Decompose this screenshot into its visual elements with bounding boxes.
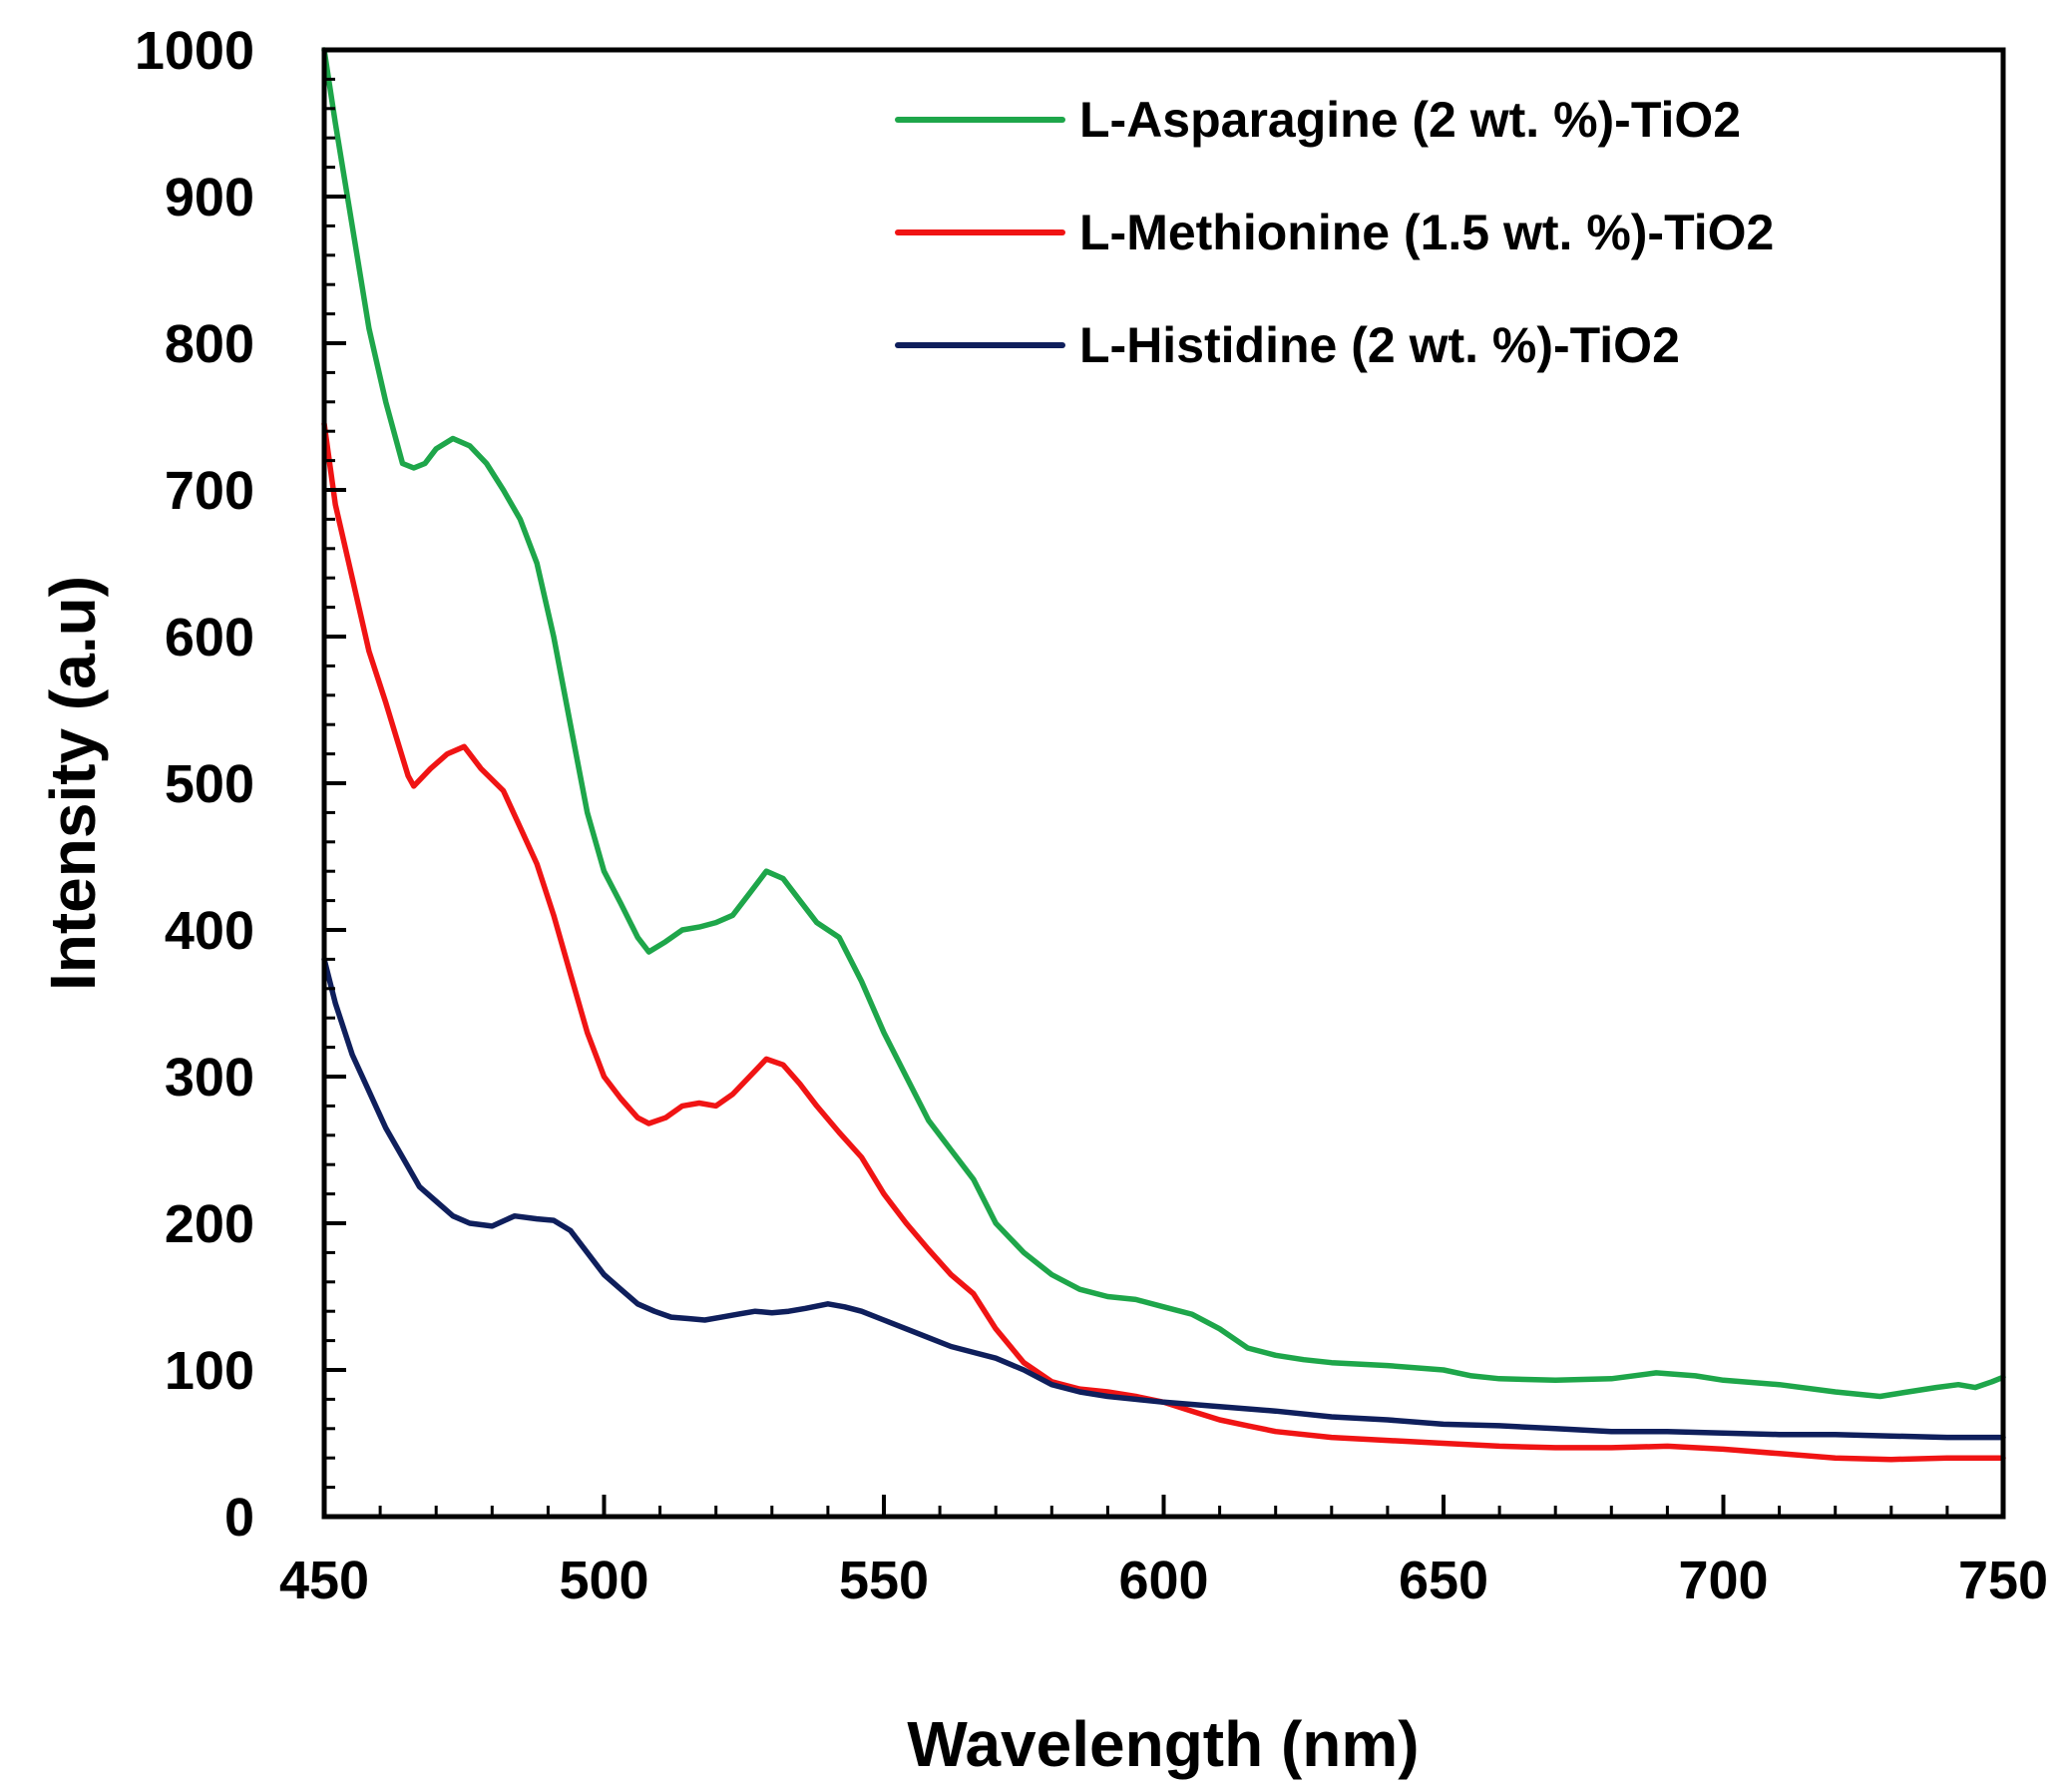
legend-label-2: L-Methionine (1.5 wt. %)-TiO2	[1079, 205, 1774, 260]
x-tick-label: 500	[559, 1551, 648, 1610]
y-tick-label: 200	[165, 1194, 254, 1254]
x-axis-title: Wavelength (nm)	[907, 1708, 1419, 1780]
x-tick-label: 700	[1678, 1551, 1768, 1610]
x-tick-label: 600	[1118, 1551, 1208, 1610]
tick-layer	[322, 48, 2005, 1519]
tick-label-layer: 450 500 550 600 650 700 750 0 100 200 300 400 500 600…	[135, 21, 2048, 1610]
legend-label-1: L-Asparagine (2 wt. %)-TiO2	[1079, 92, 1741, 148]
y-tick-label: 100	[165, 1341, 254, 1401]
series-layer	[321, 47, 2006, 1463]
y-tick-label: 1000	[135, 21, 254, 81]
y-tick-label: 0	[224, 1488, 254, 1548]
y-tick-label: 500	[165, 754, 254, 814]
series-line-1	[321, 47, 2006, 1400]
y-tick-label: 800	[165, 314, 254, 374]
plot-area-frame	[321, 47, 2006, 1520]
series-line-3	[321, 956, 2006, 1441]
series-line-2	[321, 421, 2006, 1463]
x-tick-label: 550	[839, 1551, 929, 1610]
y-tick-label: 700	[165, 461, 254, 521]
y-tick-label: 300	[165, 1048, 254, 1108]
x-tick-label: 750	[1958, 1551, 2048, 1610]
y-tick-label: 600	[165, 608, 254, 668]
x-tick-label: 450	[279, 1551, 369, 1610]
legend: L-Asparagine (2 wt. %)-TiO2 L-Methionine …	[895, 92, 1774, 373]
legend-label-3: L-Histidine (2 wt. %)-TiO2	[1079, 317, 1680, 373]
y-tick-label: 400	[165, 901, 254, 961]
y-axis-title: Intensity (a.u)	[37, 576, 109, 991]
y-tick-label: 900	[165, 168, 254, 227]
x-tick-label: 650	[1399, 1551, 1488, 1610]
